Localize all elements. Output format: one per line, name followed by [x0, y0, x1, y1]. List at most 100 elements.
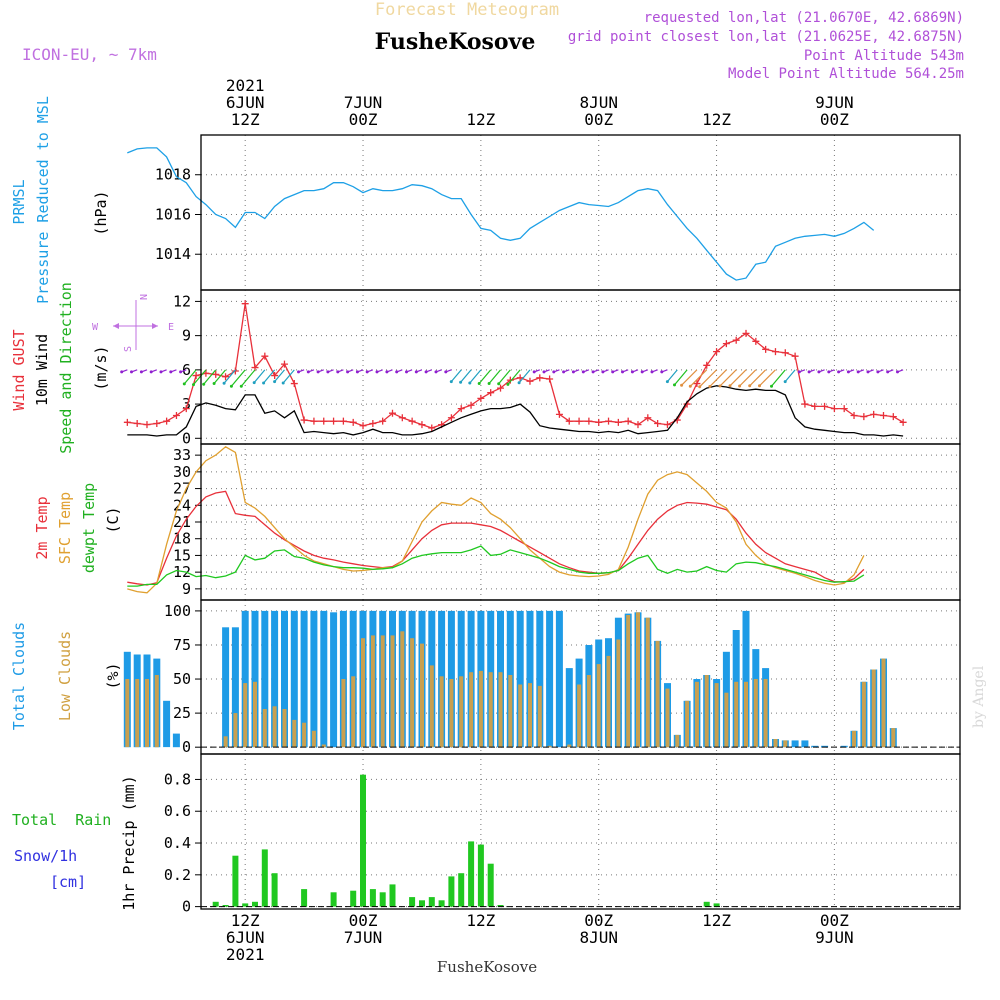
total-cloud-bar	[555, 610, 563, 748]
series-wind-gust	[123, 300, 907, 432]
compass-icon: W E N S	[92, 294, 174, 352]
gust-point	[487, 389, 495, 397]
low-cloud-bar	[508, 675, 513, 748]
total-cloud-bar	[546, 610, 554, 748]
low-cloud-bar	[636, 612, 640, 748]
low-cloud-bar	[154, 675, 159, 748]
closest-coords: grid point closest lon,lat (21.0625E, 42…	[568, 29, 964, 45]
gust-point	[644, 414, 652, 422]
wind-arrow-head	[660, 370, 664, 374]
rain-bar	[379, 892, 386, 907]
panel-frame	[200, 134, 961, 291]
low-cloud-bar	[694, 681, 699, 748]
low-cloud-bar	[341, 679, 346, 748]
wind-arrow	[729, 369, 747, 387]
pressure-panel-labels: PRMSL Pressure Reduced to MSL (hPa)	[10, 96, 110, 304]
gust-point	[850, 411, 858, 419]
y-tick-label: 27	[173, 480, 191, 498]
low-cloud-bar	[616, 639, 621, 748]
low-cloud-bar	[125, 679, 130, 748]
wind-arrow-head	[718, 384, 722, 388]
low-cloud-bar	[852, 730, 856, 748]
gust-point	[555, 410, 563, 418]
wind-arrow	[759, 369, 776, 387]
low-cloud-bar	[773, 739, 778, 748]
gust-point	[771, 348, 779, 356]
wind-arrow-head	[169, 370, 173, 374]
series-sfc-temp	[127, 446, 865, 594]
bottom-axis-label: 7JUN	[344, 928, 383, 947]
low-cloud-bar	[370, 635, 375, 748]
low-cloud-bar	[311, 730, 316, 748]
gust-point	[339, 417, 347, 425]
wind-arrow-head	[807, 370, 811, 374]
top-axis-label: 2021	[226, 76, 265, 95]
low-cloud-bar	[233, 713, 238, 748]
low-cloud-bar	[380, 635, 385, 748]
pressure-panel: 1014 1016 1018	[127, 134, 961, 291]
low-cloud-bar	[439, 676, 444, 748]
low-cloud-bar	[390, 635, 395, 748]
wind-arrow-head	[896, 370, 899, 374]
low-cloud-bar	[714, 683, 719, 748]
total-clouds-label: Total Clouds	[10, 622, 28, 730]
gust-point	[310, 417, 318, 425]
rain-bar	[389, 884, 396, 907]
y-tick-label: 12	[173, 292, 191, 310]
low-cloud-bar	[655, 640, 660, 748]
low-cloud-bar	[891, 728, 896, 748]
rain-bar	[232, 855, 239, 907]
wind-arrow	[488, 369, 501, 384]
total-cloud-bar	[801, 740, 809, 748]
low-cloud-bar	[410, 638, 415, 748]
rain-bar	[487, 863, 494, 907]
gust-point	[624, 417, 632, 425]
low-cloud-bar	[704, 675, 709, 748]
gust-point	[379, 417, 387, 425]
total-cloud-bar	[516, 610, 524, 748]
wind-arrow-head	[562, 370, 566, 374]
wind-arrow-head	[698, 385, 702, 389]
wind-arrow	[183, 369, 197, 385]
gust-point	[585, 417, 593, 425]
gust-point	[899, 418, 907, 426]
series-prmsl	[127, 147, 875, 281]
wind-arrow-head	[665, 380, 669, 384]
precipitation-panel: 0 0.2 0.4 0.6 0.8	[164, 753, 961, 916]
wind-arrow-head	[449, 380, 453, 384]
gust-point	[536, 374, 544, 382]
gust-point	[605, 417, 613, 425]
wind-arrow-head	[281, 381, 285, 385]
low-cloud-bar	[145, 679, 149, 748]
y-tick-label: 25	[173, 704, 191, 722]
pressure-unit: (hPa)	[92, 190, 110, 235]
gust-point	[722, 340, 730, 348]
wind-arrow-head	[326, 370, 330, 374]
low-cloud-bar	[449, 679, 454, 748]
bottom-axis-label: 00Z	[820, 911, 849, 930]
requested-coords: requested lon,lat (21.0670E, 42.6869N)	[644, 10, 964, 26]
wind-arrow-head	[532, 370, 536, 374]
wind-arrow	[203, 369, 217, 385]
top-axis-label: 12Z	[466, 110, 495, 129]
bottom-axis-label: 8JUN	[579, 928, 618, 947]
wind-arrow	[460, 369, 472, 383]
low-clouds-label: Low Clouds	[56, 631, 74, 721]
compass-south: S	[123, 346, 134, 352]
wind-arrow	[263, 369, 276, 384]
wind-arrow-head	[414, 370, 418, 374]
wind-arrow-head	[444, 370, 448, 374]
gust-point	[732, 336, 740, 344]
wind-arrow-head	[273, 380, 277, 384]
wind-arrow	[674, 369, 688, 386]
top-axis-label: 9JUN	[815, 93, 854, 112]
wind-arrow-head	[797, 370, 801, 374]
gust-point	[634, 421, 642, 429]
low-cloud-bar	[262, 709, 267, 748]
gust-point	[143, 421, 151, 429]
y-tick-label: 33	[173, 446, 191, 464]
wind-arrow	[739, 369, 757, 387]
gust-point	[860, 413, 868, 421]
wind-arrow-head	[680, 383, 684, 387]
